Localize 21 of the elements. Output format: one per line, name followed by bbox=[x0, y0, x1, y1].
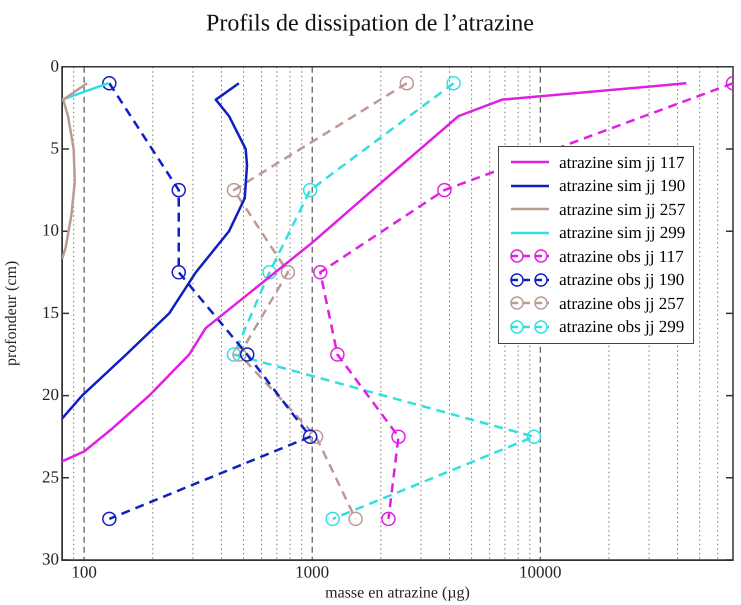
chart-title: Profils de dissipation de l’atrazine bbox=[206, 10, 534, 37]
x-tick-label: 10000 bbox=[519, 562, 562, 582]
legend-label: atrazine obs jj 190 bbox=[559, 269, 684, 292]
legend-label: atrazine obs jj 117 bbox=[559, 246, 684, 268]
y-tick-label: 15 bbox=[42, 302, 59, 322]
legend-label: atrazine obs jj 257 bbox=[559, 292, 684, 315]
y-tick-label: 5 bbox=[50, 138, 59, 158]
legend-label: atrazine sim jj 257 bbox=[559, 198, 686, 221]
y-tick-label: 30 bbox=[42, 549, 59, 568]
legend-label: atrazine sim jj 117 bbox=[559, 152, 685, 174]
y-tick-label: 20 bbox=[42, 385, 59, 404]
legend-label: atrazine obs jj 299 bbox=[559, 316, 684, 338]
x-tick-label: 1000 bbox=[295, 562, 330, 582]
x-tick-label: 100 bbox=[71, 562, 97, 582]
legend-label: atrazine sim jj 299 bbox=[559, 222, 686, 244]
y-axis-title: profondeur (cm) bbox=[2, 260, 20, 366]
y-tick-label: 10 bbox=[42, 220, 59, 240]
x-axis-title: masse en atrazine (µg) bbox=[325, 584, 470, 602]
y-tick-label: 0 bbox=[50, 56, 59, 76]
legend-label: atrazine sim jj 190 bbox=[559, 175, 686, 198]
y-tick-label: 25 bbox=[42, 467, 59, 486]
